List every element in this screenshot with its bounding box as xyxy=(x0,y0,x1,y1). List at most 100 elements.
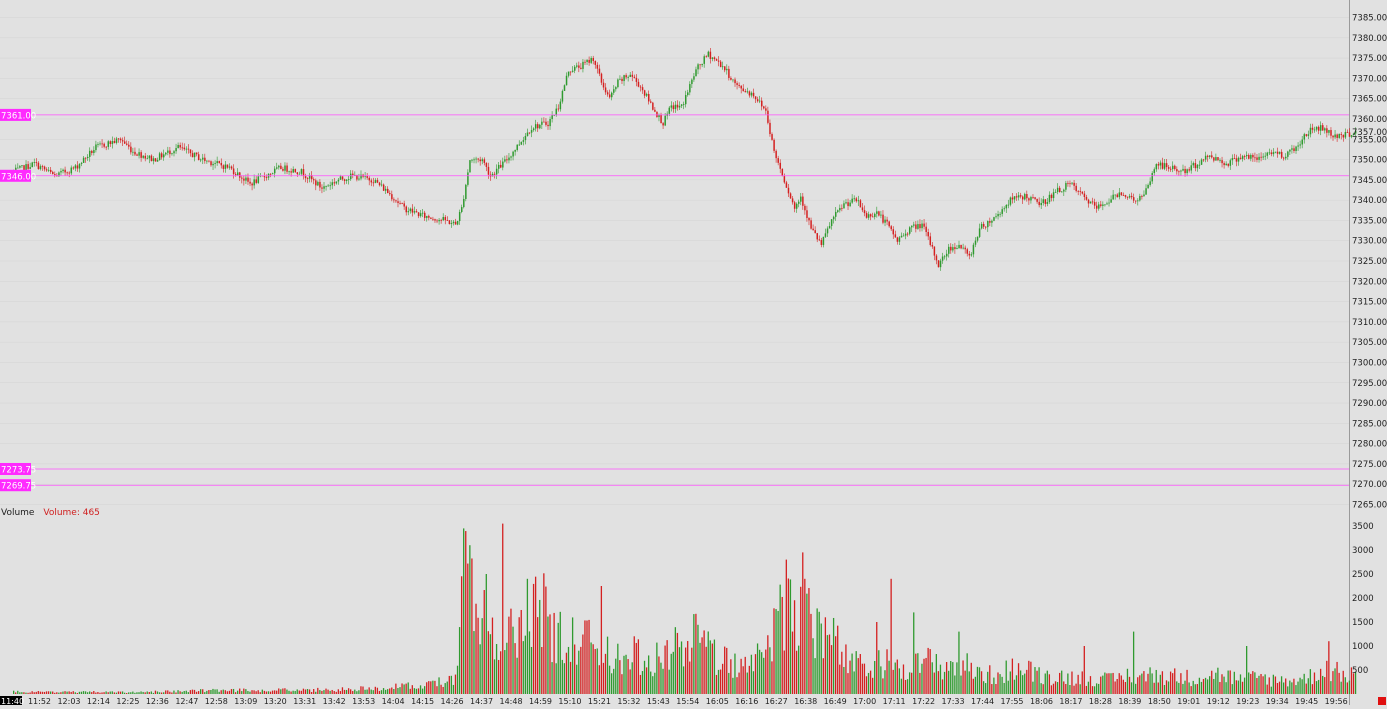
candle-up xyxy=(908,227,911,234)
volume-bar xyxy=(594,649,596,694)
candle-up xyxy=(997,214,999,217)
volume-bar xyxy=(60,692,62,694)
volume-bar xyxy=(1354,671,1357,694)
candle-up xyxy=(158,153,161,160)
volume-bar xyxy=(841,651,843,694)
candle-down xyxy=(117,138,120,140)
candle-down xyxy=(927,231,929,237)
volume-bar xyxy=(284,688,286,694)
volume-bar xyxy=(417,688,420,694)
time-tick-label: 12:47 xyxy=(175,697,198,705)
volume-bar xyxy=(948,670,950,694)
volume-bar xyxy=(1231,684,1233,694)
volume-bar xyxy=(997,672,999,694)
candle-down xyxy=(321,187,323,189)
candle-up xyxy=(419,213,422,217)
price-tick-label: 7345.00 xyxy=(1352,176,1387,186)
candle-down xyxy=(68,172,70,174)
candle-up xyxy=(70,167,73,174)
volume-bar xyxy=(506,642,508,694)
candle-up xyxy=(695,69,697,77)
candle-down xyxy=(84,157,87,159)
volume-bar xyxy=(715,674,718,694)
volume-bar xyxy=(750,654,753,694)
volume-bar xyxy=(1128,676,1131,694)
volume-bar xyxy=(1040,683,1042,694)
volume-bar xyxy=(880,666,882,694)
candle-up xyxy=(518,144,521,146)
candle-up xyxy=(337,179,340,182)
candle-up xyxy=(47,169,50,171)
candle-up xyxy=(173,151,175,154)
candle-up xyxy=(627,76,629,78)
candle-down xyxy=(41,166,44,168)
volume-bar xyxy=(99,692,101,694)
candle-up xyxy=(409,208,412,212)
time-tick-label: 14:37 xyxy=(470,697,493,705)
candle-up xyxy=(952,247,954,251)
candle-down xyxy=(933,246,936,256)
volume-bar xyxy=(563,663,566,694)
volume-bar xyxy=(469,545,471,694)
volume-bar xyxy=(865,676,868,694)
volume-bar xyxy=(111,691,113,694)
volume-bar xyxy=(438,677,440,694)
price-tick-label: 7350.00 xyxy=(1352,156,1387,166)
volume-bar xyxy=(1293,678,1295,694)
volume-bar xyxy=(403,684,405,694)
volume-bar xyxy=(1338,672,1340,694)
candle-up xyxy=(565,75,568,86)
volume-bar xyxy=(465,531,467,694)
candle-down xyxy=(208,160,210,162)
volume-bar xyxy=(1120,675,1122,694)
candle-up xyxy=(31,162,33,168)
volume-bar xyxy=(179,691,181,694)
candle-up xyxy=(458,211,461,222)
candle-down xyxy=(368,177,371,181)
volume-bar xyxy=(206,690,208,694)
candle-up xyxy=(571,70,574,72)
volume-bar xyxy=(1241,681,1244,694)
volume-bar xyxy=(650,671,652,694)
volume-bar xyxy=(736,677,738,694)
volume-bar xyxy=(1276,682,1279,694)
volume-bar xyxy=(78,691,81,694)
volume-bar xyxy=(925,657,927,694)
price-axis: 7385.00 7380.00 7375.00 7370.00 7365.00 7360.… xyxy=(1352,14,1387,511)
candle-down xyxy=(1332,135,1334,138)
candle-up xyxy=(460,207,463,212)
candle-down xyxy=(886,219,888,222)
volume-bar xyxy=(1243,677,1246,694)
volume-bar xyxy=(1149,667,1151,694)
candle-down xyxy=(1276,151,1279,154)
candle-up xyxy=(884,219,886,223)
candle-down xyxy=(424,212,426,218)
candle-down xyxy=(752,92,755,97)
candle-down xyxy=(1165,163,1168,168)
time-tick-label: 18:39 xyxy=(1118,697,1141,705)
volume-bar xyxy=(243,688,245,694)
candle-up xyxy=(1106,203,1108,205)
volume-bar xyxy=(534,576,537,694)
volume-bar xyxy=(35,691,37,694)
candle-down xyxy=(241,177,243,179)
time-tick-label: 13:20 xyxy=(264,697,287,705)
candle-up xyxy=(1289,149,1291,152)
candle-up xyxy=(900,235,903,238)
volume-bar xyxy=(1054,681,1057,694)
candle-down xyxy=(1330,130,1332,136)
volume-bar xyxy=(446,681,448,694)
volume-bar xyxy=(522,641,524,694)
volume-bar xyxy=(1102,675,1104,694)
volume-bar xyxy=(855,651,857,694)
candle-down xyxy=(356,174,358,180)
candle-down xyxy=(1336,134,1338,138)
volume-bar xyxy=(460,576,463,694)
volume-bar xyxy=(428,681,430,694)
volume-bar xyxy=(590,642,592,694)
volume-bar xyxy=(1038,667,1040,694)
volume-bar xyxy=(584,620,586,694)
volume-bar xyxy=(528,631,531,694)
candle-down xyxy=(647,93,650,102)
candle-up xyxy=(1017,195,1020,198)
